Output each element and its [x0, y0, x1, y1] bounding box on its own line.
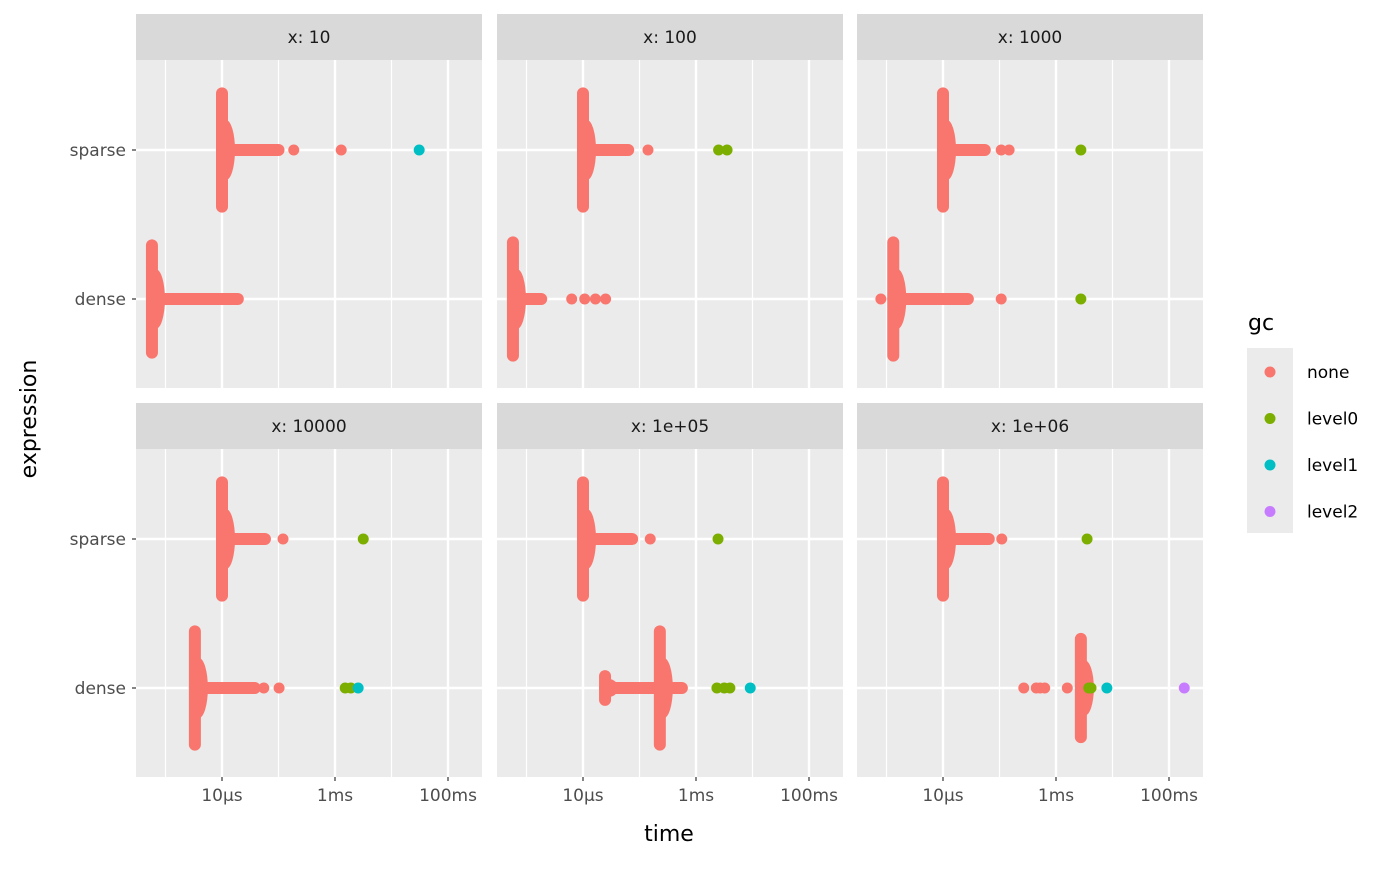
facet-strip-label: x: 100 — [643, 28, 697, 48]
sparse-cluster-core — [938, 120, 956, 180]
facet-strip-label: x: 1000 — [998, 28, 1062, 48]
dense-point-level0 — [724, 682, 736, 694]
sparse-point-none — [288, 144, 300, 156]
dense-point-none — [258, 682, 270, 694]
sparse-point-none — [335, 144, 347, 156]
facet-strip-label: x: 1e+05 — [631, 417, 709, 437]
y-tick-label: sparse — [70, 530, 126, 550]
legend-key-level0 — [1264, 413, 1276, 424]
sparse-point-level1 — [413, 144, 425, 156]
sparse-point-none — [995, 144, 1007, 156]
dense-point-none — [589, 293, 601, 305]
facet-strip — [857, 14, 1203, 60]
panel-background — [136, 449, 482, 777]
legend-key-none — [1264, 366, 1276, 378]
legend-key-level1 — [1264, 459, 1276, 471]
panel-background — [497, 449, 843, 777]
legend-label: none — [1307, 363, 1349, 383]
x-tick-label: 1ms — [678, 786, 714, 806]
dense-point-none — [566, 293, 578, 305]
dense-point-none — [1018, 682, 1030, 694]
dense-point-none — [1039, 682, 1051, 694]
dense-point-none — [995, 293, 1007, 305]
legend-key-background — [1247, 348, 1293, 533]
y-tick-label: dense — [75, 679, 126, 699]
facet-strip — [497, 14, 843, 60]
facet-panel: x: 10 — [136, 14, 482, 388]
x-tick-label: 10µs — [922, 786, 963, 806]
legend: gc none level0 level1 level2 — [1247, 311, 1358, 533]
facet-panel: x: 1e+05 — [497, 403, 843, 777]
dense-point-level0 — [1075, 293, 1087, 305]
facet-strip-label: x: 1e+06 — [991, 417, 1069, 437]
sparse-point-level0 — [713, 144, 725, 156]
facet-strip — [497, 403, 843, 449]
facet-panel: x: 1000 — [857, 14, 1203, 388]
dense-tail-points — [145, 293, 244, 305]
facet-strip — [136, 14, 482, 60]
facet-panel: x: 100 — [497, 14, 843, 388]
panel-background — [857, 449, 1203, 777]
sparse-cluster-core — [217, 509, 235, 569]
facet-strip — [857, 403, 1203, 449]
dense-point-level2 — [1178, 682, 1190, 694]
facet-panel: x: 10000 — [136, 403, 482, 777]
facet-strip-label: x: 10 — [288, 28, 331, 48]
x-tick-label: 100ms — [1140, 786, 1198, 806]
y-tick-label: sparse — [70, 141, 126, 161]
panel-background — [857, 60, 1203, 388]
dense-point-level0 — [1085, 682, 1097, 694]
dense-point-none — [600, 293, 612, 305]
legend-title: gc — [1248, 311, 1274, 336]
x-tick-label: 1ms — [1038, 786, 1074, 806]
dense-point-level1 — [352, 682, 364, 694]
legend-label: level1 — [1307, 456, 1358, 476]
x-tick-label: 10µs — [562, 786, 603, 806]
sparse-point-level0 — [712, 533, 724, 545]
dense-point-none — [1061, 682, 1073, 694]
panel-background — [497, 60, 843, 388]
sparse-point-none — [642, 144, 654, 156]
sparse-point-level0 — [1081, 533, 1093, 545]
facet-strip-label: x: 10000 — [271, 417, 346, 437]
sparse-cluster-core — [938, 509, 956, 569]
sparse-cluster-core — [578, 509, 596, 569]
dense-point-none — [579, 293, 591, 305]
sparse-point-level0 — [1075, 144, 1087, 156]
dense-point-level1 — [744, 682, 756, 694]
dense-point-none — [199, 293, 211, 305]
facet-strip — [136, 403, 482, 449]
x-tick-label: 10µs — [201, 786, 242, 806]
x-tick-label: 100ms — [780, 786, 838, 806]
x-tick-label: 1ms — [317, 786, 353, 806]
dense-tail-points — [887, 293, 974, 305]
legend-label: level0 — [1307, 410, 1358, 430]
sparse-point-level0 — [357, 533, 369, 545]
sparse-point-none — [1003, 144, 1015, 156]
x-axis-title: time — [644, 822, 694, 847]
panel-background — [136, 60, 482, 388]
dense-cluster-core — [146, 269, 165, 329]
dense-cluster-core — [654, 658, 673, 718]
dense-cluster-core — [888, 269, 907, 329]
sparse-cluster-core — [578, 120, 596, 180]
facet-panel: x: 1e+06 — [857, 403, 1203, 777]
dense-cluster-core — [189, 658, 208, 718]
x-tick-label: 100ms — [419, 786, 477, 806]
sparse-cluster-core — [217, 120, 235, 180]
sparse-point-none — [996, 533, 1008, 545]
dense-point-none — [875, 293, 887, 305]
sparse-point-level0 — [721, 144, 733, 156]
dense-point-none — [273, 682, 285, 694]
y-tick-label: dense — [75, 290, 126, 310]
legend-label: level2 — [1307, 503, 1358, 523]
y-axis-title: expression — [17, 360, 42, 479]
dense-cluster-core — [507, 269, 526, 329]
sparse-point-none — [644, 533, 656, 545]
sparse-point-none — [277, 533, 289, 545]
legend-key-level2 — [1264, 506, 1276, 517]
dense-point-level1 — [1101, 682, 1113, 694]
dense-cluster-core — [600, 679, 619, 697]
